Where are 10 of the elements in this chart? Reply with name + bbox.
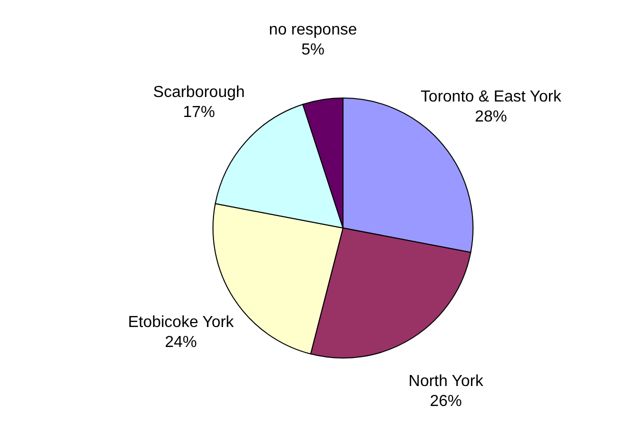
slice-label: North York bbox=[408, 373, 484, 390]
data-label: 26% bbox=[430, 393, 462, 410]
data-label: 17% bbox=[182, 104, 215, 122]
data-label: 5% bbox=[301, 41, 325, 58]
slice-label: Toronto & East York bbox=[420, 88, 562, 106]
slice-label: Scarborough bbox=[153, 84, 245, 102]
slice-label: Etobicoke York bbox=[128, 314, 235, 331]
data-label: 28% bbox=[474, 108, 507, 126]
data-label: 24% bbox=[164, 334, 197, 351]
slice-label: no response bbox=[268, 21, 358, 38]
